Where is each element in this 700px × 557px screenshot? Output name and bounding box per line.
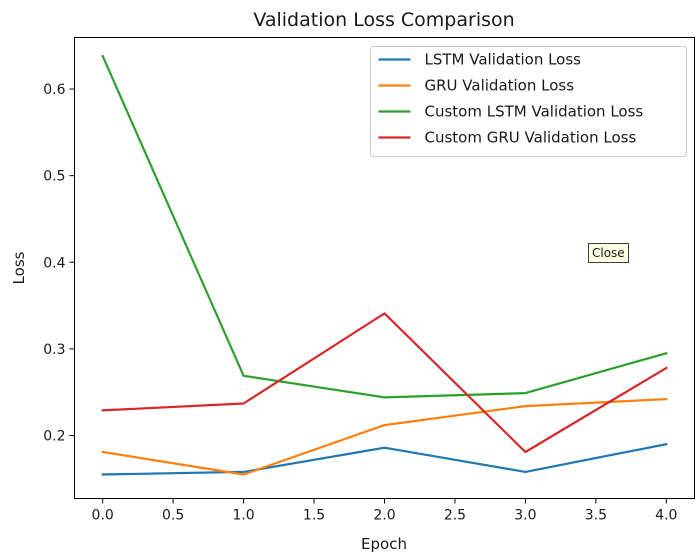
x-tick-label: 3.0 (514, 508, 536, 524)
chart-title: Validation Loss Comparison (253, 9, 514, 31)
x-tick-label: 0.5 (162, 508, 184, 524)
x-axis: 0.0 0.5 1.0 1.5 2.0 2.5 3.0 3.5 4.0 (92, 498, 677, 524)
close-tooltip: Close (588, 243, 629, 263)
y-tick-label: 0.5 (43, 169, 65, 185)
y-tick-label: 0.6 (43, 82, 65, 98)
series-line-2 (101, 397, 668, 476)
y-tick-label: 0.2 (43, 429, 65, 445)
x-tick-label: 2.0 (373, 508, 395, 524)
x-tick-label: 2.5 (444, 508, 466, 524)
y-tick-label: 0.4 (43, 255, 65, 271)
series-line-3 (101, 54, 668, 399)
x-tick-label: 4.0 (655, 508, 677, 524)
legend-box (370, 46, 687, 157)
x-tick-label: 1.0 (232, 508, 254, 524)
legend-entry: GRU Validation Loss (425, 77, 575, 95)
legend-entry: Custom GRU Validation Loss (425, 129, 637, 147)
series-lines (101, 54, 668, 476)
x-axis-label: Epoch (361, 535, 407, 553)
y-axis-label: Loss (10, 251, 28, 284)
chart-legend: LSTM Validation Loss GRU Validation Loss C… (370, 46, 687, 157)
x-tick-label: 1.5 (303, 508, 325, 524)
x-tick-label: 3.5 (585, 508, 607, 524)
series-line-4 (101, 312, 668, 454)
y-axis: 0.2 0.3 0.4 0.5 0.6 (43, 82, 75, 445)
y-tick-label: 0.3 (43, 342, 65, 358)
series-line-1 (101, 442, 668, 476)
x-tick-label: 0.0 (92, 508, 114, 524)
legend-entry: LSTM Validation Loss (425, 51, 582, 69)
legend-entry: Custom LSTM Validation Loss (425, 103, 644, 121)
